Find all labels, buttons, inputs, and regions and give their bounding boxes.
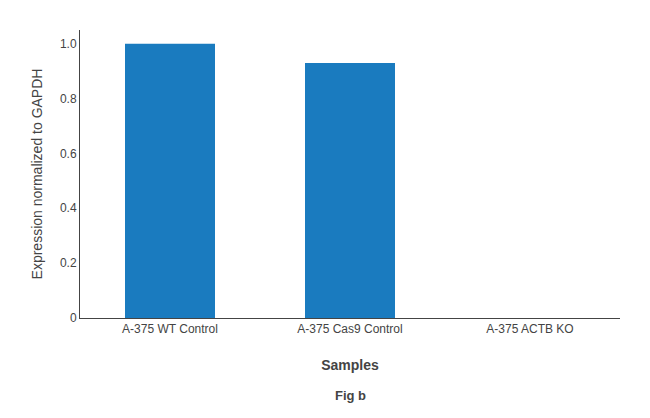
svg-text:0.4: 0.4	[60, 201, 77, 215]
svg-text:0.6: 0.6	[60, 147, 77, 161]
svg-text:A-375 WT Control: A-375 WT Control	[122, 322, 218, 336]
svg-text:Samples: Samples	[321, 357, 379, 373]
svg-text:0.8: 0.8	[60, 92, 77, 106]
svg-text:0: 0	[70, 311, 77, 325]
svg-text:Fig b: Fig b	[335, 388, 366, 403]
svg-text:A-375 Cas9 Control: A-375 Cas9 Control	[297, 322, 402, 336]
svg-text:A-375 ACTB KO: A-375 ACTB KO	[486, 322, 573, 336]
svg-text:Expression normalized to GAPDH: Expression normalized to GAPDH	[29, 69, 45, 280]
svg-text:0.2: 0.2	[60, 256, 77, 270]
svg-text:1.0: 1.0	[60, 37, 77, 51]
